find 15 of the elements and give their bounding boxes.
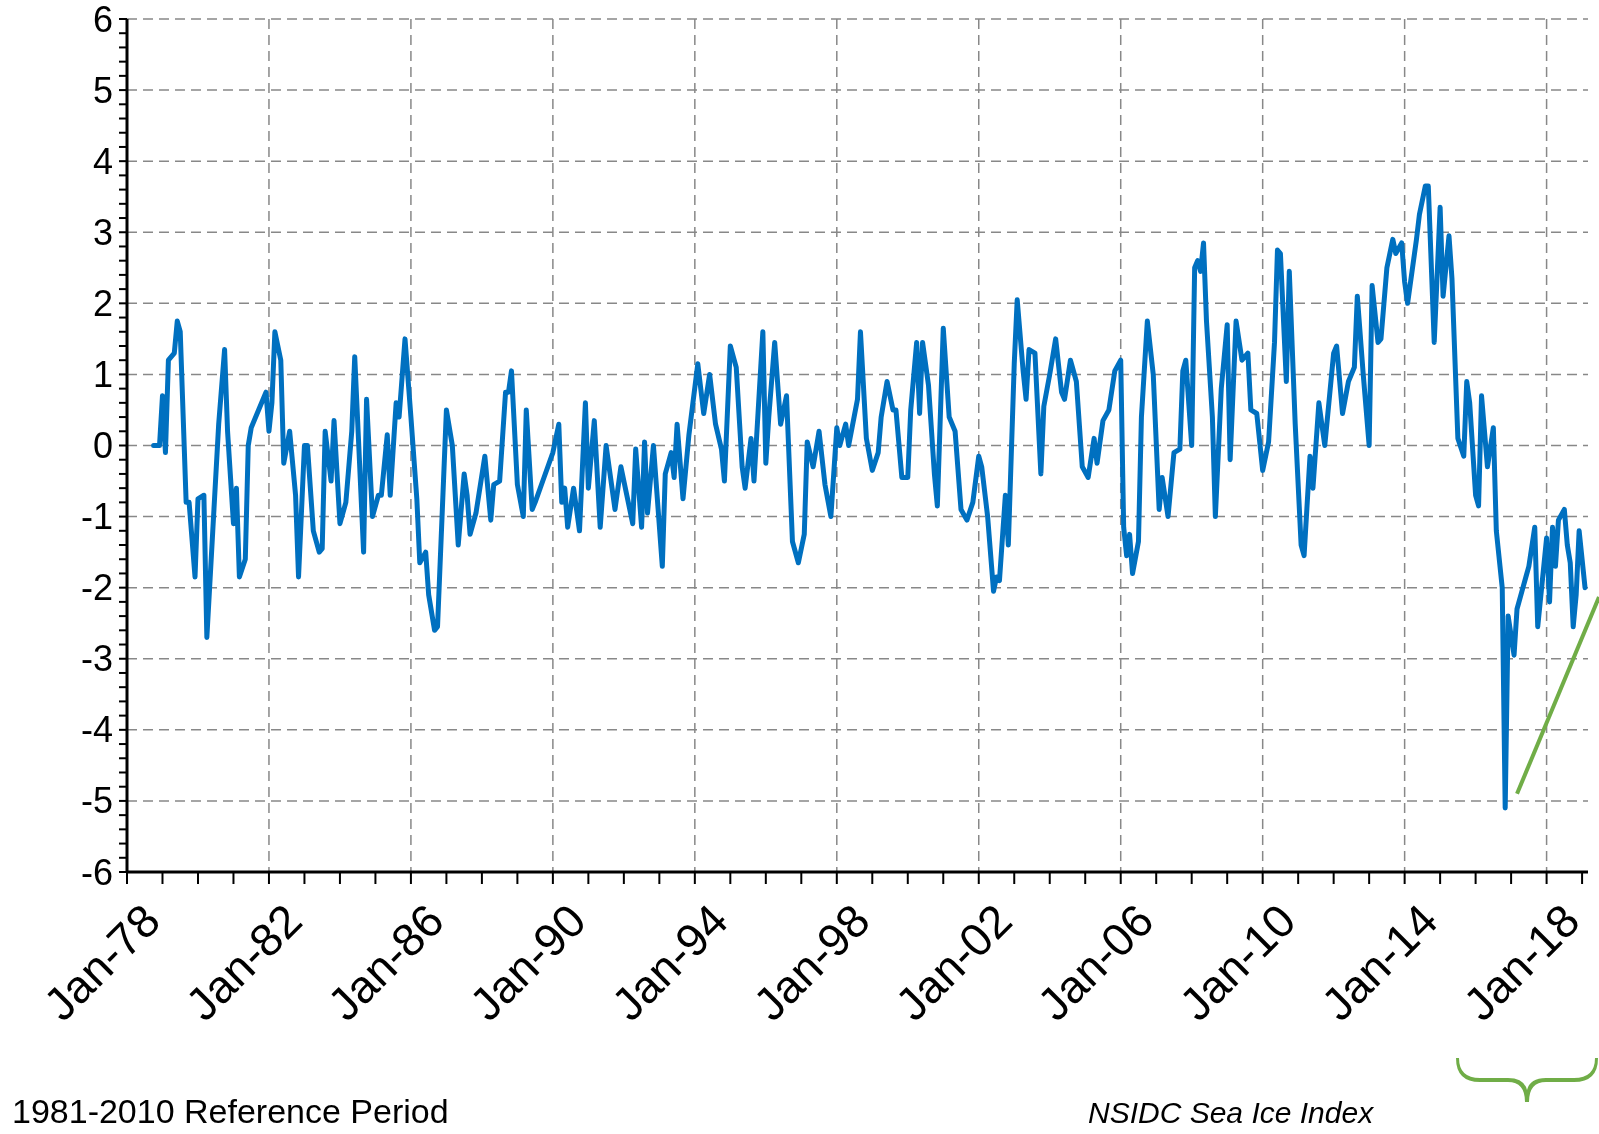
y-tick-label: -1 — [80, 496, 113, 538]
y-tick-label: -3 — [80, 638, 113, 680]
y-tick-label: 5 — [92, 69, 113, 111]
y-tick-label: -2 — [80, 567, 113, 609]
y-tick-label: 3 — [92, 211, 113, 253]
y-tick-label: -5 — [80, 780, 113, 822]
text: 1981-2010 Reference Period — [12, 1092, 449, 1131]
y-tick-label: 1 — [92, 353, 113, 395]
y-tick-label: -6 — [80, 851, 113, 893]
text: NSIDC Sea Ice Index — [1088, 1096, 1374, 1130]
y-tick-label: 0 — [92, 425, 113, 466]
y-tick-label: 2 — [92, 282, 113, 324]
y-tick-label: 4 — [92, 140, 113, 182]
y-tick-label: -4 — [80, 709, 113, 751]
y-tick-label: 6 — [92, 0, 113, 40]
